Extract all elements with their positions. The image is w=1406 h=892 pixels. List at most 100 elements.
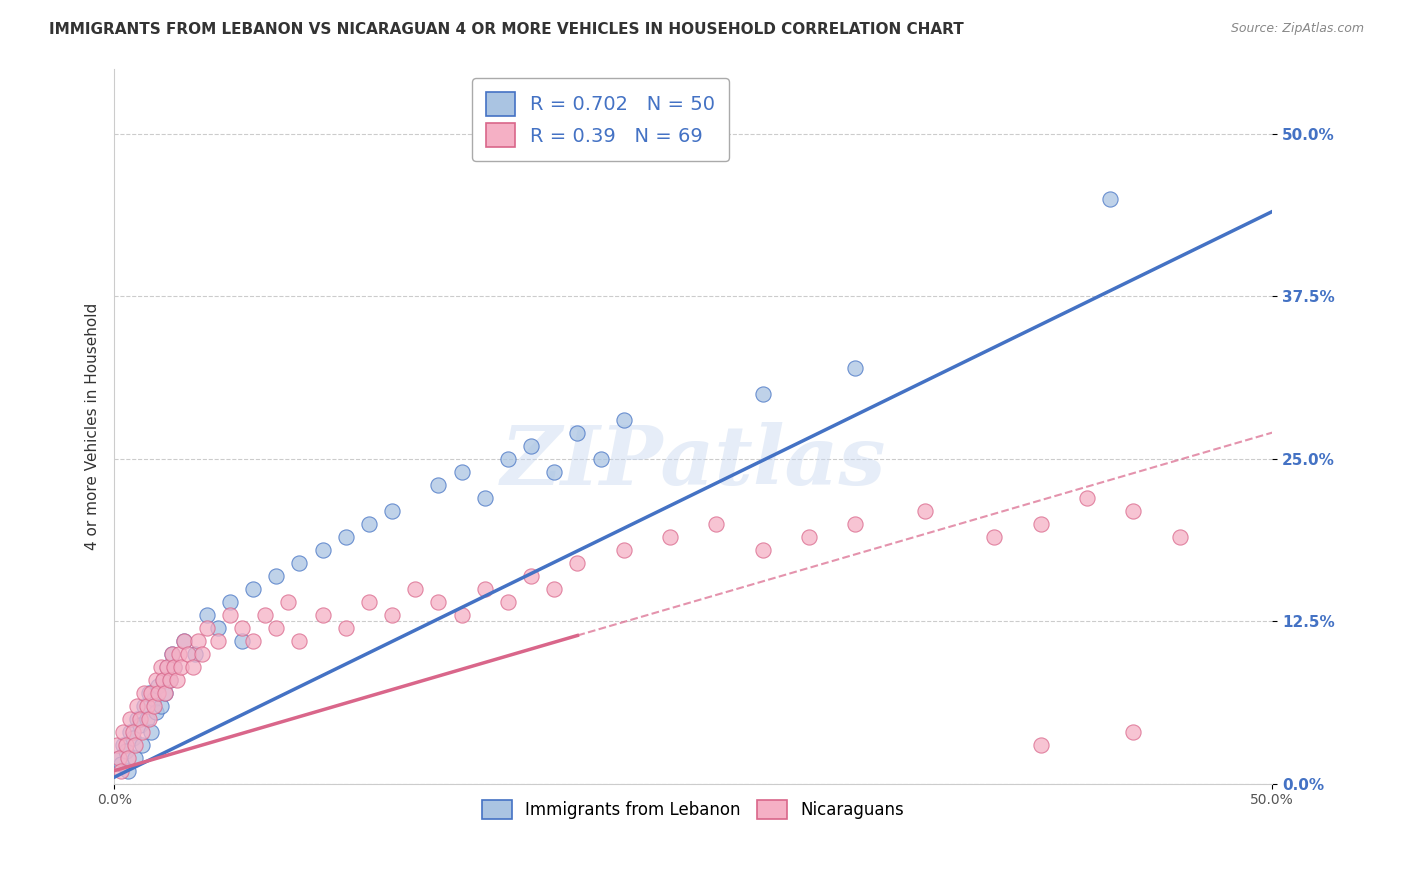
Point: [1029, 516, 1052, 531]
Point: [404, 582, 426, 596]
Point: [288, 556, 311, 570]
Point: [381, 607, 404, 622]
Point: [181, 659, 204, 673]
Point: [266, 568, 288, 582]
Point: [159, 673, 181, 687]
Point: [520, 568, 543, 582]
Point: [1029, 738, 1052, 752]
Point: [148, 679, 170, 693]
Y-axis label: 4 or more Vehicles in Household: 4 or more Vehicles in Household: [86, 302, 100, 549]
Point: [114, 744, 136, 758]
Point: [231, 621, 253, 635]
Point: [496, 451, 519, 466]
Point: [141, 724, 163, 739]
Legend: Immigrants from Lebanon, Nicaraguans: Immigrants from Lebanon, Nicaraguans: [475, 793, 911, 825]
Point: [120, 712, 142, 726]
Point: [450, 607, 472, 622]
Point: [145, 673, 167, 687]
Point: [163, 659, 186, 673]
Point: [311, 607, 333, 622]
Point: [357, 595, 380, 609]
Point: [219, 595, 242, 609]
Point: [311, 542, 333, 557]
Point: [163, 659, 186, 673]
Point: [112, 724, 135, 739]
Point: [167, 647, 190, 661]
Point: [1076, 491, 1098, 505]
Point: [149, 698, 172, 713]
Point: [142, 692, 165, 706]
Point: [357, 516, 380, 531]
Point: [242, 582, 264, 596]
Point: [207, 621, 229, 635]
Point: [108, 750, 131, 764]
Point: [496, 595, 519, 609]
Point: [152, 673, 174, 687]
Point: [127, 698, 149, 713]
Point: [1122, 724, 1144, 739]
Point: [231, 633, 253, 648]
Point: [1122, 503, 1144, 517]
Point: [141, 686, 163, 700]
Point: [152, 673, 174, 687]
Point: [191, 647, 214, 661]
Point: [520, 439, 543, 453]
Point: [112, 738, 135, 752]
Point: [567, 425, 589, 440]
Point: [121, 724, 143, 739]
Point: [166, 673, 188, 687]
Point: [381, 503, 404, 517]
Point: [124, 750, 146, 764]
Point: [253, 607, 276, 622]
Point: [567, 556, 589, 570]
Text: IMMIGRANTS FROM LEBANON VS NICARAGUAN 4 OR MORE VEHICLES IN HOUSEHOLD CORRELATIO: IMMIGRANTS FROM LEBANON VS NICARAGUAN 4 …: [49, 22, 965, 37]
Point: [659, 530, 682, 544]
Point: [153, 686, 176, 700]
Point: [173, 633, 195, 648]
Point: [170, 659, 193, 673]
Point: [450, 465, 472, 479]
Point: [983, 530, 1005, 544]
Point: [138, 686, 160, 700]
Point: [173, 633, 195, 648]
Point: [704, 516, 727, 531]
Point: [797, 530, 820, 544]
Point: [131, 724, 153, 739]
Point: [613, 412, 636, 426]
Point: [277, 595, 299, 609]
Point: [121, 731, 143, 746]
Point: [117, 764, 139, 778]
Point: [266, 621, 288, 635]
Point: [135, 712, 157, 726]
Point: [242, 633, 264, 648]
Point: [187, 633, 209, 648]
Point: [335, 621, 357, 635]
Point: [149, 659, 172, 673]
Point: [153, 686, 176, 700]
Point: [844, 516, 866, 531]
Point: [427, 477, 450, 491]
Point: [134, 698, 156, 713]
Point: [124, 738, 146, 752]
Point: [474, 582, 496, 596]
Point: [110, 757, 132, 772]
Point: [844, 360, 866, 375]
Point: [335, 530, 357, 544]
Point: [156, 659, 179, 673]
Point: [110, 764, 132, 778]
Point: [134, 686, 156, 700]
Point: [207, 633, 229, 648]
Point: [219, 607, 242, 622]
Point: [543, 582, 565, 596]
Point: [751, 386, 773, 401]
Text: Source: ZipAtlas.com: Source: ZipAtlas.com: [1230, 22, 1364, 36]
Point: [613, 542, 636, 557]
Point: [177, 647, 200, 661]
Point: [195, 607, 218, 622]
Point: [543, 465, 565, 479]
Point: [589, 451, 612, 466]
Text: ZIPatlas: ZIPatlas: [501, 422, 886, 502]
Point: [128, 718, 150, 732]
Point: [160, 647, 183, 661]
Point: [131, 738, 153, 752]
